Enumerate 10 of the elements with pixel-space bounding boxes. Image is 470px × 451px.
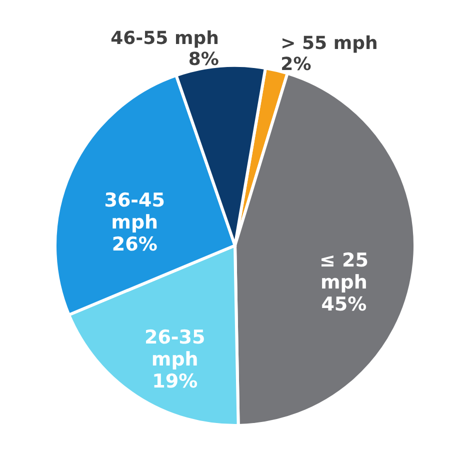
slice-label: ≤ 25 mph [319, 250, 368, 294]
data-label: 19% [152, 370, 198, 393]
data-label: 2% [280, 54, 312, 75]
slice-label: 46-55 mph [110, 28, 219, 50]
data-label: 26% [112, 234, 158, 256]
slice-label: 36-45 mph [104, 190, 166, 234]
data-label: 45% [321, 294, 367, 316]
slice-label: 26-35 mph [144, 326, 206, 371]
data-label: 8% [188, 49, 219, 70]
slice-label: > 55 mph [280, 32, 378, 54]
